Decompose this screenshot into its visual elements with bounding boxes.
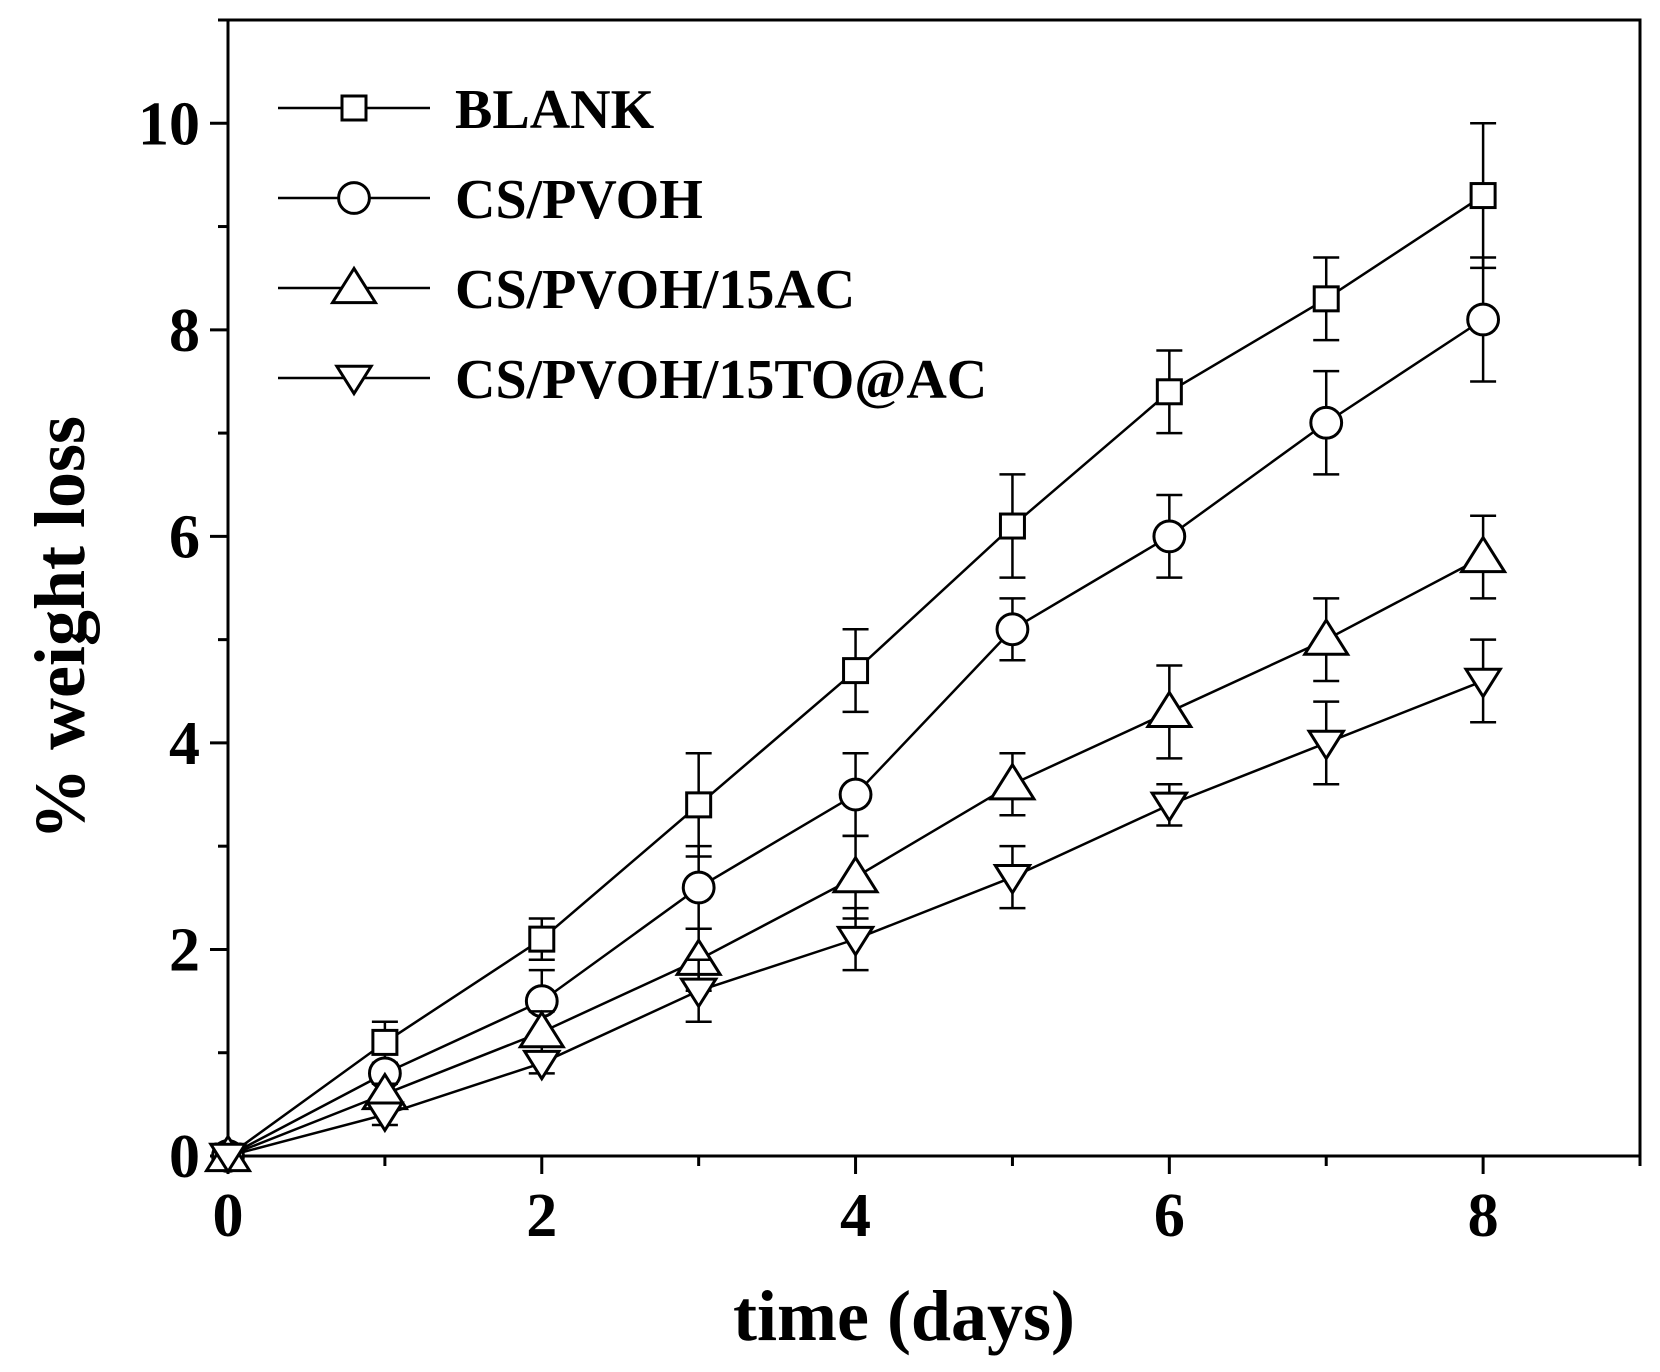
axis-ticks: 0 2 4 6 8 0 2 4 6 8 10 — [138, 18, 1642, 1250]
data-point — [528, 925, 556, 953]
legend-label: CS/PVOH/15AC — [455, 259, 855, 321]
data-point — [1463, 667, 1503, 700]
data-point — [995, 612, 1030, 647]
data-point — [1306, 729, 1347, 762]
data-point — [835, 925, 876, 958]
plot-area — [226, 18, 1642, 1158]
series-layer — [203, 122, 1508, 1175]
legend-marker — [337, 181, 371, 215]
data-point — [365, 1101, 405, 1134]
y-tick-label: 0 — [169, 1123, 200, 1191]
data-point — [992, 863, 1033, 896]
data-point — [1312, 285, 1340, 313]
data-point — [678, 977, 719, 1010]
data-point — [208, 1142, 248, 1175]
plot-frame — [226, 18, 1642, 1158]
x-tick-label: 2 — [526, 1182, 557, 1250]
data-point — [1149, 791, 1190, 824]
data-point — [1469, 182, 1497, 210]
legend-label: CS/PVOH — [455, 169, 703, 231]
series-4 — [208, 638, 1503, 1175]
data-point — [1145, 689, 1194, 729]
data-point — [998, 512, 1026, 540]
data-point — [1466, 302, 1501, 337]
legend-item-3: CS/PVOH/15AC — [278, 259, 855, 321]
legend-label: BLANK — [455, 79, 655, 141]
data-point — [1302, 617, 1351, 656]
x-tick-label: 0 — [213, 1182, 244, 1250]
x-tick-label: 4 — [840, 1182, 871, 1250]
data-point — [1152, 519, 1187, 554]
series-1 — [214, 122, 1497, 1170]
y-tick-label: 2 — [169, 916, 200, 984]
legend-marker — [329, 265, 379, 305]
x-tick-label: 8 — [1468, 1182, 1499, 1250]
data-point — [685, 791, 713, 819]
y-tick-label: 8 — [169, 297, 200, 365]
y-axis-title: % weight loss — [20, 416, 100, 840]
data-point — [1309, 405, 1344, 440]
legend-item-4: CS/PVOH/15TO@AC — [278, 349, 987, 411]
data-point — [988, 761, 1037, 801]
data-point — [517, 1009, 566, 1049]
data-point — [842, 657, 870, 685]
y-tick-label: 4 — [169, 710, 200, 778]
data-point — [1458, 534, 1508, 574]
x-axis-title: time (days) — [733, 1276, 1075, 1356]
legend-item-2: CS/PVOH — [278, 169, 703, 231]
y-tick-label: 6 — [169, 503, 200, 571]
x-tick-label: 6 — [1154, 1182, 1185, 1250]
legend-marker — [340, 94, 368, 122]
data-point — [681, 870, 716, 905]
legend: BLANK CS/PVOH CS/PVOH/15AC CS/PVOH/15TO@AC — [278, 79, 987, 411]
data-point — [1155, 378, 1183, 406]
legend-item-1: BLANK — [278, 79, 655, 141]
data-point — [831, 854, 880, 894]
y-tick-label: 10 — [138, 90, 200, 158]
legend-marker — [334, 364, 374, 397]
data-point — [838, 777, 873, 812]
legend-label: CS/PVOH/15TO@AC — [455, 349, 987, 411]
data-point — [371, 1028, 399, 1056]
data-point — [521, 1049, 562, 1082]
series-line — [227, 318, 1484, 1158]
